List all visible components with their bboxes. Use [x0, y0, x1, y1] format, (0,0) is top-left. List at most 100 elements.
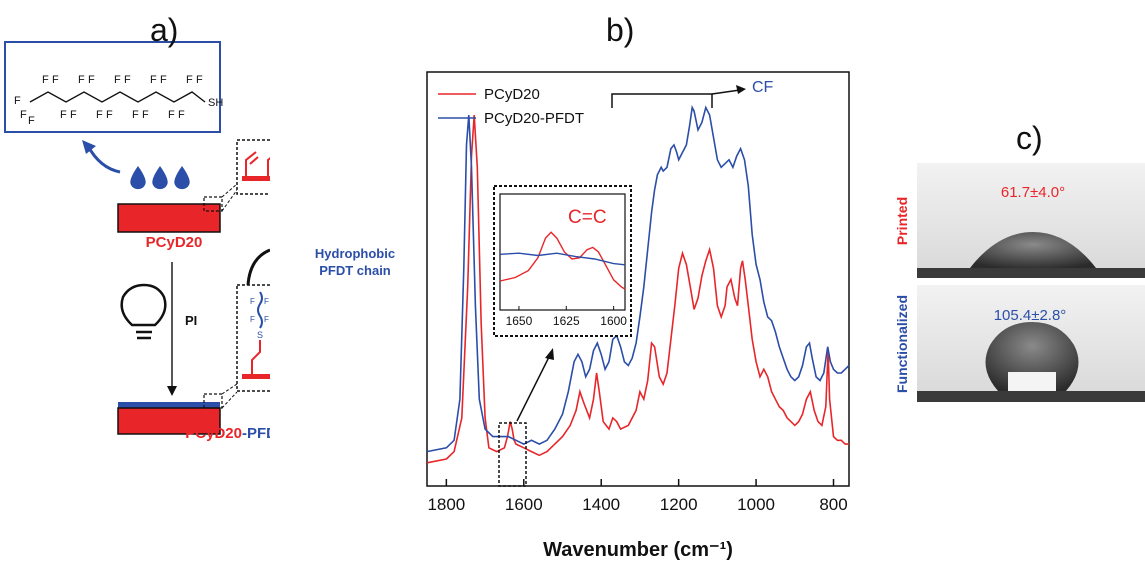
fluorine-atom: F: [106, 109, 113, 121]
inset-ticks: 1650 1625 1600: [506, 306, 627, 328]
inset-series-line: [499, 252, 626, 266]
x-tick-label: 800: [819, 495, 847, 514]
panel-c-label: c): [1016, 120, 1043, 156]
fluorine-atom: F: [264, 297, 269, 306]
fluorine-atom: F: [264, 315, 269, 324]
fluorine-atom: F: [78, 74, 85, 86]
ftir-chart: 1800 1600 1400 1200 1000 800 PCyD20 PCyD20-PF…: [426, 71, 850, 561]
product-label-red: PCyD20: [185, 425, 242, 442]
molecule-backbone: [29, 91, 206, 103]
drop-icon: [152, 166, 168, 190]
drop-icon: [130, 166, 146, 190]
fluorine-labels: F F F F F F F F F FFF F F F F F F F F F: [14, 74, 203, 127]
fluorine-atom: F: [168, 109, 175, 121]
series-line: [426, 104, 850, 453]
functionalized-label: Functionalized: [894, 295, 910, 393]
series-line: [426, 114, 849, 464]
functionalized-substrate: [917, 391, 1145, 402]
legend-label-pcyd20-pfdt: PCyD20-PFDT: [484, 110, 584, 127]
fluorine-atom: F: [178, 109, 185, 121]
product-substrate-block: [117, 407, 221, 435]
cf-label: CF: [752, 79, 774, 96]
zoom-line: [221, 391, 238, 409]
cf-arrow-head: [736, 85, 746, 94]
printed-label: Printed: [894, 197, 910, 245]
panel-a-scheme: F F F F F F F F F FFF F F F F F F F F F SH PCyD20 PI: [4, 41, 319, 442]
fluorine-atom: F: [96, 109, 103, 121]
x-tick-label: 1400: [582, 495, 620, 514]
zoom-line: [221, 383, 238, 395]
chain-anchor: [251, 340, 261, 374]
product-label-blue: -PFDT: [242, 425, 270, 442]
inset-arrow-head: [545, 348, 554, 360]
cf-bracket: [611, 93, 713, 108]
x-tick-label: 1600: [505, 495, 543, 514]
cf-arrow: [711, 89, 741, 95]
legend: PCyD20 PCyD20-PFDT: [438, 86, 584, 127]
drop-icon: [174, 166, 190, 190]
pi-label: PI: [185, 313, 197, 328]
fluorine-atom: F: [88, 74, 95, 86]
surface-bar: [242, 374, 314, 379]
printed-substrate: [917, 268, 1145, 278]
contact-angle-images: 61.7±4.0° Printed 105.4±2.8° Functionali…: [894, 163, 1145, 402]
molecule-box: [4, 41, 221, 133]
substrate-label: PCyD20: [146, 234, 203, 251]
fluorine-atom: F: [60, 109, 67, 121]
zoom-box-small: [203, 196, 223, 212]
fluorine-atom: F: [160, 74, 167, 86]
fluorine-atom: F: [250, 315, 255, 324]
fluorine-atom: F: [196, 74, 203, 86]
series-lines: [426, 104, 850, 464]
inset-tick-label: 1625: [553, 314, 580, 328]
panel-b-label: b): [606, 12, 635, 48]
x-tick-label: 1000: [737, 495, 775, 514]
zoom-line: [221, 183, 238, 198]
fluorine-atom: F: [142, 109, 149, 121]
fluorine-atom: F: [52, 74, 59, 86]
surface-bar: [242, 176, 314, 181]
fluorine-atom: F: [70, 109, 77, 121]
inset-series-line: [499, 231, 626, 290]
zoom-line: [221, 189, 238, 212]
panel-c: c) 61.7±4.0° Printed 105.4±2.8° Function…: [880, 0, 1145, 565]
printed-droplet: [970, 232, 1096, 268]
functionalized-angle: 105.4±2.8°: [994, 307, 1067, 324]
chain-wave: [257, 291, 263, 329]
inset-series-lines: [499, 231, 626, 290]
arrow-head-blue: [82, 140, 96, 154]
reaction-arrow-head: [167, 386, 177, 396]
zoom-box-vinyl: [236, 139, 319, 195]
fluorine-atom: F: [250, 297, 255, 306]
hydrophobic-label-line1: Hydrophobic: [314, 246, 396, 261]
x-tick-label: 1200: [660, 495, 698, 514]
fluorine-atom: F: [186, 74, 193, 86]
legend-label-pcyd20: PCyD20: [484, 86, 540, 103]
x-axis-ticks: 1800 1600 1400 1200 1000 800: [427, 479, 848, 514]
printed-angle: 61.7±4.0°: [1001, 184, 1065, 201]
fluorine-atom: F: [28, 115, 35, 127]
inset-plot-frame: [499, 193, 626, 311]
substrate-block: [117, 203, 221, 233]
panel-a-label: a): [150, 12, 179, 48]
x-tick-label: 1800: [427, 495, 465, 514]
inset-tick-label: 1600: [600, 314, 627, 328]
hydrophobic-label: Hydrophobic PFDT chain: [300, 245, 410, 279]
hydrophobic-label-line2: PFDT chain: [319, 263, 391, 278]
pfdt-layer: [118, 402, 220, 408]
curved-arrow-blue: [86, 145, 121, 174]
fluorine-atom: F: [124, 74, 131, 86]
fluorine-atom: F: [42, 74, 49, 86]
plot-frame: [426, 71, 850, 487]
inset-arrow: [516, 354, 551, 422]
inset-tick-label: 1650: [506, 314, 533, 328]
light-bulb-icon: [120, 283, 167, 340]
fluorine-atom: F: [114, 74, 121, 86]
thiol-label: SH: [208, 97, 223, 109]
fluorine-atom: F: [132, 109, 139, 121]
droplet-reflection: [1008, 372, 1056, 391]
zoom-box-small: [203, 393, 223, 409]
fluorine-atom: F: [150, 74, 157, 86]
fluorine-atom: F: [14, 95, 21, 107]
